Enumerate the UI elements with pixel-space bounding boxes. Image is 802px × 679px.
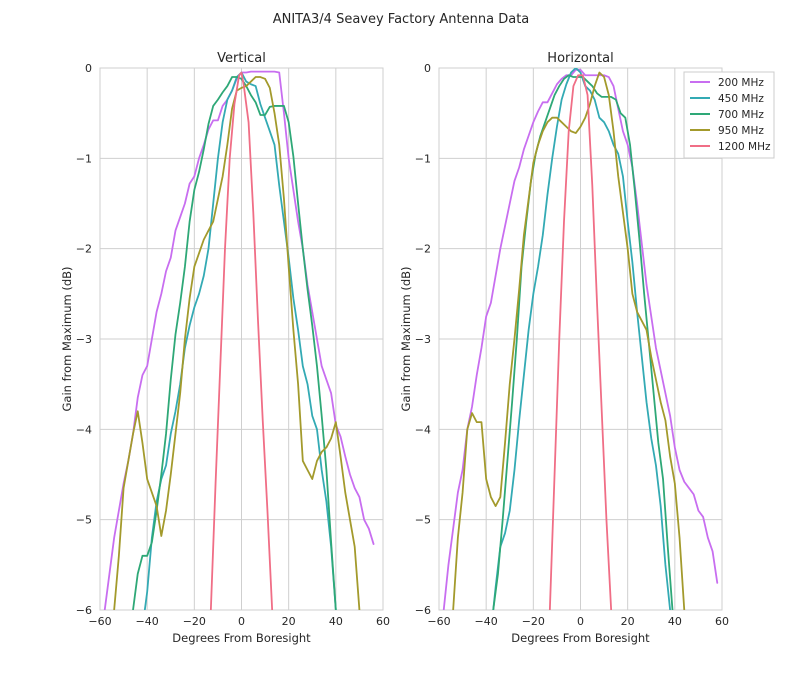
vertical-x-tick-label: 0	[238, 615, 245, 628]
horizontal-y-tick-label: −4	[415, 423, 431, 436]
horizontal-y-axis-label: Gain from Maximum (dB)	[399, 267, 413, 412]
horizontal-x-axis-label: Degrees From Boresight	[511, 631, 650, 645]
vertical-y-axis-label: Gain from Maximum (dB)	[60, 267, 74, 412]
vertical-x-tick-label: −60	[88, 615, 111, 628]
horizontal-axes-frame	[438, 67, 723, 611]
vertical-x-axis-label: Degrees From Boresight	[172, 631, 311, 645]
legend-label-1200-mhz: 1200 MHz	[718, 141, 771, 153]
vertical-panel-title: Vertical	[217, 51, 266, 66]
horizontal-series-200-mhz	[442, 68, 719, 610]
vertical-y-tick-label: −3	[76, 333, 92, 346]
vertical-y-tick-label: 0	[85, 62, 92, 75]
horizontal-x-tick-label: 0	[577, 615, 584, 628]
vertical-y-tick-label: −6	[76, 604, 92, 617]
vertical-y-tick-label: −5	[76, 514, 92, 527]
vertical-axes-frame	[99, 67, 384, 611]
horizontal-y-tick-label: 0	[424, 62, 431, 75]
horizontal-y-tick-label: −3	[415, 333, 431, 346]
vertical-series-1200-mhz	[209, 71, 274, 610]
horizontal-y-tick-label: −1	[415, 152, 431, 165]
horizontal-panel-title: Horizontal	[547, 51, 613, 66]
legend: 200 MHz 450 MHz 700 MHz 950 MHz 1200 MHz	[683, 71, 775, 159]
vertical-x-tick-label: 60	[376, 615, 390, 628]
vertical-panel: −60 −40 −20 0 20 40 60 0 −1 −2 −3 −4 −5 −6 Vertical Deg…	[60, 51, 390, 645]
horizontal-x-tick-label: −20	[522, 615, 545, 628]
vertical-series-700-mhz	[132, 76, 337, 610]
horizontal-x-tick-label: −40	[475, 615, 498, 628]
vertical-y-tick-label: −2	[76, 243, 92, 256]
figure-title: ANITA3/4 Seavey Factory Antenna Data	[273, 12, 530, 27]
horizontal-x-tick-label: 20	[621, 615, 635, 628]
vertical-x-tick-label: 20	[282, 615, 296, 628]
vertical-y-tick-label: −4	[76, 423, 92, 436]
horizontal-x-tick-label: −60	[427, 615, 450, 628]
legend-label-200-mhz: 200 MHz	[718, 77, 764, 89]
vertical-y-tick-label: −1	[76, 152, 92, 165]
horizontal-x-tick-label: 40	[668, 615, 682, 628]
horizontal-panel: −60 −40 −20 0 20 40 60 0 −1 −2 −3 −4 −5 −6 Horizontal D…	[399, 51, 729, 645]
vertical-x-tick-label: −20	[183, 615, 206, 628]
horizontal-x-tick-label: 60	[715, 615, 729, 628]
horizontal-series-450-mhz	[492, 68, 672, 610]
horizontal-y-tick-label: −6	[415, 604, 431, 617]
legend-label-450-mhz: 450 MHz	[718, 93, 764, 105]
horizontal-y-tick-label: −5	[415, 514, 431, 527]
horizontal-series-1200-mhz	[548, 74, 613, 610]
vertical-x-tick-label: 40	[329, 615, 343, 628]
vertical-x-tick-label: −40	[136, 615, 159, 628]
legend-label-950-mhz: 950 MHz	[718, 125, 764, 137]
legend-label-700-mhz: 700 MHz	[718, 109, 764, 121]
horizontal-y-tick-label: −2	[415, 243, 431, 256]
